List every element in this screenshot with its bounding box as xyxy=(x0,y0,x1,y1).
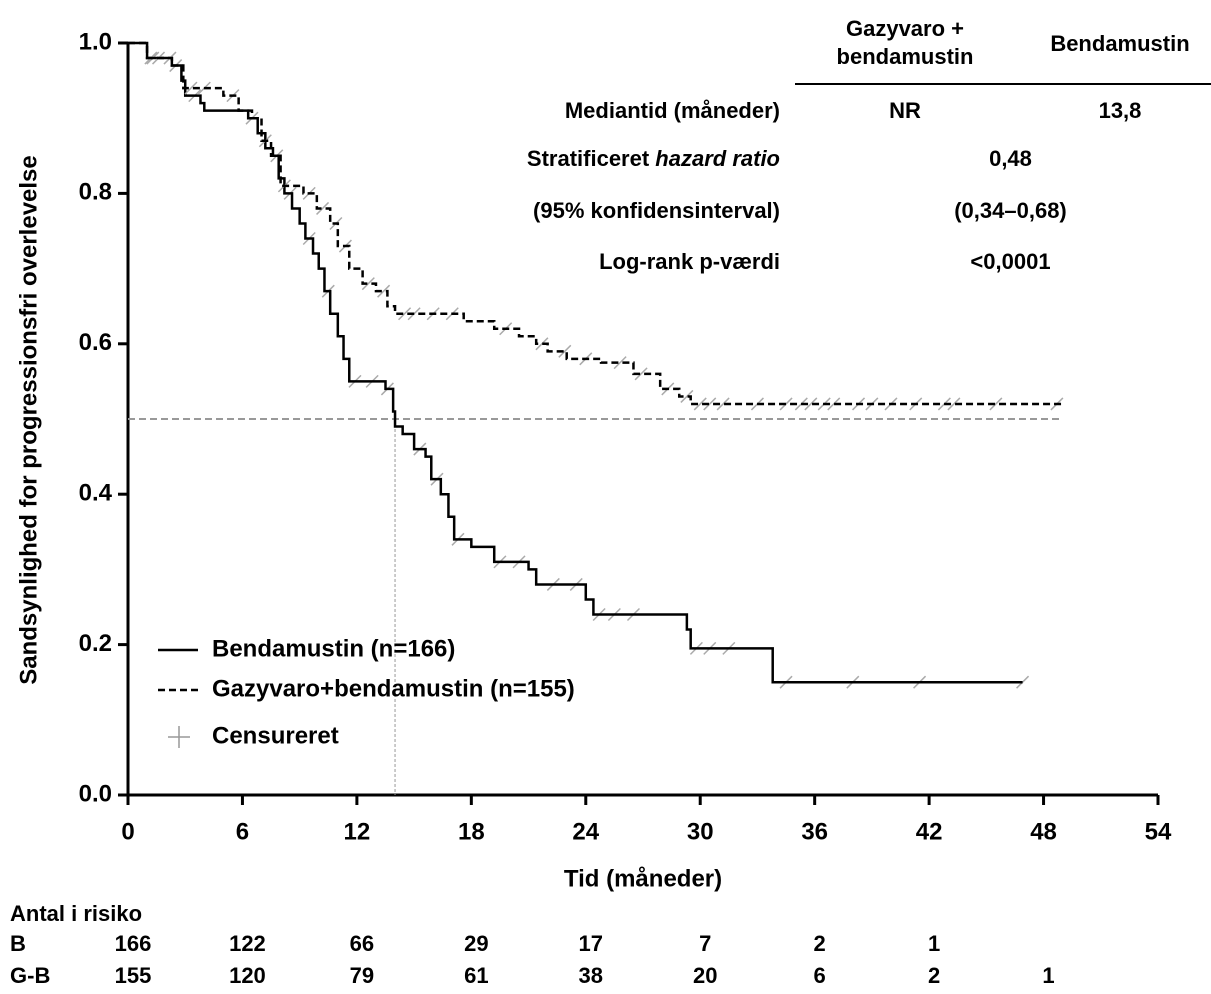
table-row-label: Log-rank p-værdi xyxy=(599,249,780,274)
table-row-label-part: Log-rank p-værdi xyxy=(599,249,780,274)
table-cell: (0,34–0,68) xyxy=(954,198,1067,223)
x-tick-label: 30 xyxy=(687,818,714,845)
risk-value: 155 xyxy=(115,963,152,988)
x-tick-label: 12 xyxy=(344,818,371,845)
table-row-label: (95% konfidensinterval) xyxy=(533,198,780,223)
risk-value: 6 xyxy=(814,963,826,988)
risk-value: 61 xyxy=(464,963,488,988)
censor-mark xyxy=(535,337,549,351)
table-header: Bendamustin xyxy=(1050,31,1189,56)
y-tick-label: 0.4 xyxy=(79,480,113,507)
risk-value: 120 xyxy=(229,963,266,988)
table-cell: <0,0001 xyxy=(970,249,1050,274)
y-axis-title: Sandsynlighed for progressionsfri overle… xyxy=(15,155,42,685)
y-tick-label: 0.2 xyxy=(79,630,112,657)
legend-label: Gazyvaro+bendamustin (n=155) xyxy=(212,675,575,702)
risk-value: 29 xyxy=(464,931,488,956)
censor-mark xyxy=(989,397,1003,411)
y-tick-label: 0.8 xyxy=(79,179,112,206)
x-tick-label: 18 xyxy=(458,818,485,845)
risk-row-label: B xyxy=(10,931,26,956)
censor-mark xyxy=(716,397,730,411)
censor-mark xyxy=(779,397,793,411)
censor-mark xyxy=(680,389,694,403)
survival-curve xyxy=(128,41,1063,406)
censor-mark xyxy=(361,277,375,291)
censor-mark xyxy=(316,201,330,215)
risk-value: 38 xyxy=(579,963,603,988)
y-tick-label: 1.0 xyxy=(79,28,112,55)
legend-label: Bendamustin (n=166) xyxy=(212,635,455,662)
risk-value: 122 xyxy=(229,931,266,956)
censor-mark xyxy=(377,284,391,298)
censor-mark xyxy=(703,397,717,411)
table-header: Gazyvaro + xyxy=(846,16,964,41)
censor-mark xyxy=(558,344,572,358)
x-tick-label: 24 xyxy=(572,818,599,845)
x-tick-label: 36 xyxy=(801,818,828,845)
table-cell: 0,48 xyxy=(989,146,1032,171)
risk-value: 7 xyxy=(699,931,711,956)
risk-value: 2 xyxy=(814,931,826,956)
y-tick-label: 0.0 xyxy=(79,780,112,807)
censor-mark xyxy=(693,397,707,411)
risk-value: 1 xyxy=(928,931,940,956)
x-tick-label: 42 xyxy=(916,818,943,845)
risk-row-label: G-B xyxy=(10,963,50,988)
table-cell: NR xyxy=(889,98,921,123)
table-row-label-part: Stratificeret xyxy=(527,146,650,171)
risk-value: 17 xyxy=(579,931,603,956)
x-tick-label: 6 xyxy=(236,818,249,845)
risk-value: 2 xyxy=(928,963,940,988)
censor-mark xyxy=(184,81,198,95)
risk-value: 20 xyxy=(693,963,717,988)
risk-value: 166 xyxy=(115,931,152,956)
risk-value: 66 xyxy=(350,931,374,956)
censor-mark xyxy=(804,397,818,411)
table-row-label: Mediantid (måneder) xyxy=(565,98,780,123)
censor-mark xyxy=(827,397,841,411)
x-tick-label: 48 xyxy=(1030,818,1057,845)
y-tick-label: 0.6 xyxy=(79,329,112,356)
table-cell: 13,8 xyxy=(1099,98,1142,123)
risk-value: 1 xyxy=(1042,963,1054,988)
risk-table-title: Antal i risiko xyxy=(10,901,142,926)
censor-mark xyxy=(947,397,961,411)
x-tick-label: 0 xyxy=(121,818,134,845)
table-row-label-part: Mediantid (måneder) xyxy=(565,98,780,123)
table-row-label: Stratificeret hazard ratio xyxy=(527,146,780,171)
table-header: bendamustin xyxy=(837,44,974,69)
legend-censor-icon xyxy=(168,726,190,748)
censor-mark xyxy=(398,307,412,321)
x-tick-label: 54 xyxy=(1145,818,1172,845)
legend-label: Censureret xyxy=(212,722,339,749)
risk-value: 79 xyxy=(350,963,374,988)
censor-mark xyxy=(613,356,627,370)
x-axis-title: Tid (måneder) xyxy=(564,865,722,892)
survival-curve xyxy=(128,41,1023,684)
table-row-label-part: hazard ratio xyxy=(649,146,780,171)
table-row-label-part: (95% konfidensinterval) xyxy=(533,198,780,223)
censor-mark xyxy=(634,367,648,381)
